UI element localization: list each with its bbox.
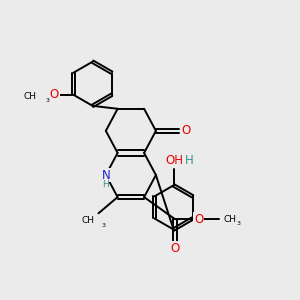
Text: O: O bbox=[181, 124, 190, 137]
Text: CH: CH bbox=[224, 215, 237, 224]
Text: 3: 3 bbox=[46, 98, 50, 103]
Text: 3: 3 bbox=[236, 221, 240, 226]
Text: O: O bbox=[170, 242, 180, 255]
Text: O: O bbox=[50, 88, 59, 101]
Text: OH: OH bbox=[165, 154, 183, 167]
Text: CH: CH bbox=[81, 216, 94, 225]
Text: N: N bbox=[101, 169, 110, 182]
Text: 3: 3 bbox=[101, 223, 106, 228]
Text: CH: CH bbox=[24, 92, 37, 101]
Text: H: H bbox=[102, 180, 109, 189]
Text: O: O bbox=[194, 213, 203, 226]
Text: H: H bbox=[185, 154, 194, 167]
